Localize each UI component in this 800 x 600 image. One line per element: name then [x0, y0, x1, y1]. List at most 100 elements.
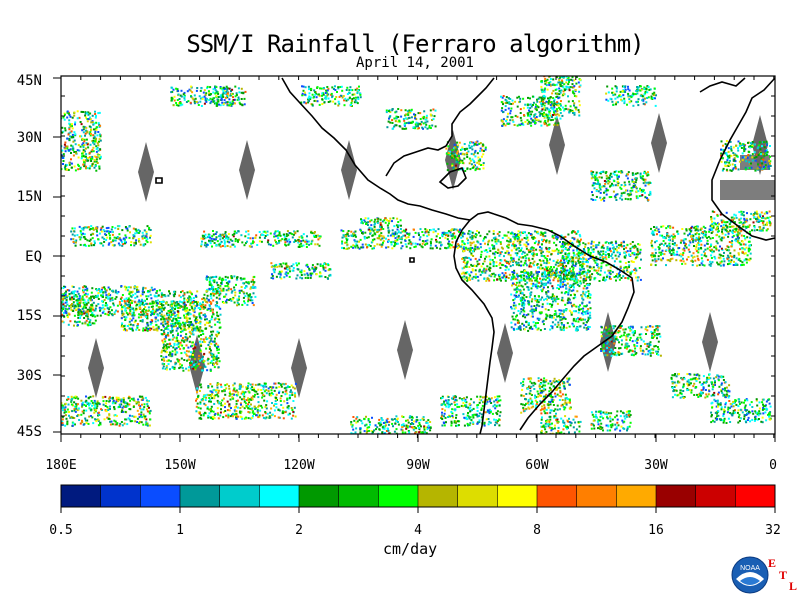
rain-pixel — [376, 237, 379, 240]
rain-pixel — [165, 344, 168, 347]
rain-pixel — [224, 300, 227, 303]
rain-pixel — [201, 330, 204, 332]
rain-pixel — [162, 356, 165, 359]
rain-pixel — [179, 300, 181, 303]
rain-pixel — [543, 377, 546, 380]
rain-pixel — [204, 236, 207, 239]
rain-pixel — [212, 230, 214, 232]
rain-pixel — [139, 307, 142, 310]
rain-pixel — [523, 410, 526, 412]
rain-pixel — [465, 401, 468, 404]
rain-pixel — [127, 304, 130, 307]
rain-pixel — [188, 295, 191, 298]
rain-pixel — [227, 281, 229, 284]
rain-pixel — [138, 329, 141, 331]
rain-pixel — [101, 236, 104, 239]
rain-pixel — [203, 244, 206, 247]
rain-pixel — [185, 350, 188, 353]
rain-pixel — [401, 415, 404, 418]
rain-pixel — [57, 296, 59, 298]
rain-pixel — [74, 410, 77, 413]
rain-pixel — [210, 405, 213, 408]
rain-pixel — [286, 268, 289, 271]
rain-pixel — [166, 318, 169, 321]
rain-pixel — [238, 411, 241, 414]
rain-pixel — [101, 300, 104, 303]
rain-pixel — [96, 289, 98, 292]
rain-pixel — [144, 306, 147, 309]
rain-pixel — [124, 226, 127, 228]
rain-pixel — [260, 234, 263, 236]
rain-pixel — [82, 291, 85, 294]
rain-pixel — [238, 295, 241, 298]
rain-pixel — [149, 293, 152, 296]
rain-pixel — [380, 228, 383, 231]
rain-pixel — [262, 233, 265, 236]
rain-pixel — [145, 239, 148, 242]
rain-pixel — [549, 418, 552, 421]
rain-pixel — [58, 157, 60, 159]
rain-pixel — [482, 239, 485, 242]
rain-pixel — [82, 310, 85, 313]
rain-pixel — [109, 306, 112, 309]
rain-pixel — [201, 96, 204, 99]
rain-pixel — [559, 383, 561, 386]
rain-pixel — [236, 394, 239, 397]
rain-pixel — [156, 290, 159, 292]
rain-pixel — [235, 410, 238, 413]
rain-pixel — [545, 393, 548, 396]
rain-pixel — [133, 286, 136, 289]
rain-pixel — [110, 420, 113, 423]
rain-pixel — [207, 394, 210, 397]
rain-pixel — [177, 342, 180, 344]
rain-pixel — [263, 237, 266, 239]
rain-pixel — [80, 157, 83, 160]
rain-pixel — [231, 290, 234, 293]
rain-pixel — [95, 114, 97, 117]
rain-pixel — [172, 104, 175, 107]
rain-pixel — [373, 247, 375, 250]
rain-pixel — [72, 238, 75, 241]
rain-pixel — [405, 419, 407, 422]
rain-pixel — [491, 259, 494, 261]
rain-pixel — [109, 420, 112, 423]
rain-pixel — [62, 311, 65, 314]
rain-pixel — [85, 399, 88, 402]
rain-pixel — [450, 420, 453, 423]
rain-pixel — [212, 100, 215, 103]
rain-pixel — [219, 414, 222, 417]
rain-pixel — [195, 100, 198, 103]
rain-pixel — [177, 307, 180, 309]
rain-pixel — [167, 303, 170, 306]
rain-pixel — [209, 242, 212, 245]
rain-pixel — [379, 421, 382, 424]
rain-pixel — [468, 424, 471, 427]
rain-pixel — [177, 89, 180, 92]
rain-pixel — [114, 414, 117, 416]
rain-pixel — [213, 417, 216, 420]
rain-pixel — [164, 367, 167, 370]
rain-pixel — [90, 310, 93, 313]
rain-pixel — [189, 101, 192, 104]
rain-pixel — [356, 240, 359, 243]
rain-pixel — [199, 407, 202, 410]
rain-pixel — [555, 417, 558, 420]
rain-pixel — [57, 404, 59, 406]
rain-pixel — [115, 309, 118, 312]
rain-pixel — [163, 317, 166, 320]
rain-pixel — [237, 240, 239, 243]
rain-pixel — [556, 393, 559, 396]
rain-pixel — [288, 386, 291, 388]
rain-pixel — [313, 236, 316, 238]
rain-pixel — [245, 285, 248, 288]
rain-pixel — [221, 404, 224, 407]
rain-pixel — [267, 243, 270, 246]
rain-pixel — [212, 313, 215, 316]
rain-pixel — [65, 312, 68, 315]
rain-pixel — [217, 331, 220, 334]
rain-pixel — [289, 240, 292, 243]
rain-pixel — [84, 238, 87, 240]
rain-pixel — [183, 314, 185, 317]
rain-pixel — [83, 317, 86, 319]
rain-pixel — [213, 279, 216, 282]
